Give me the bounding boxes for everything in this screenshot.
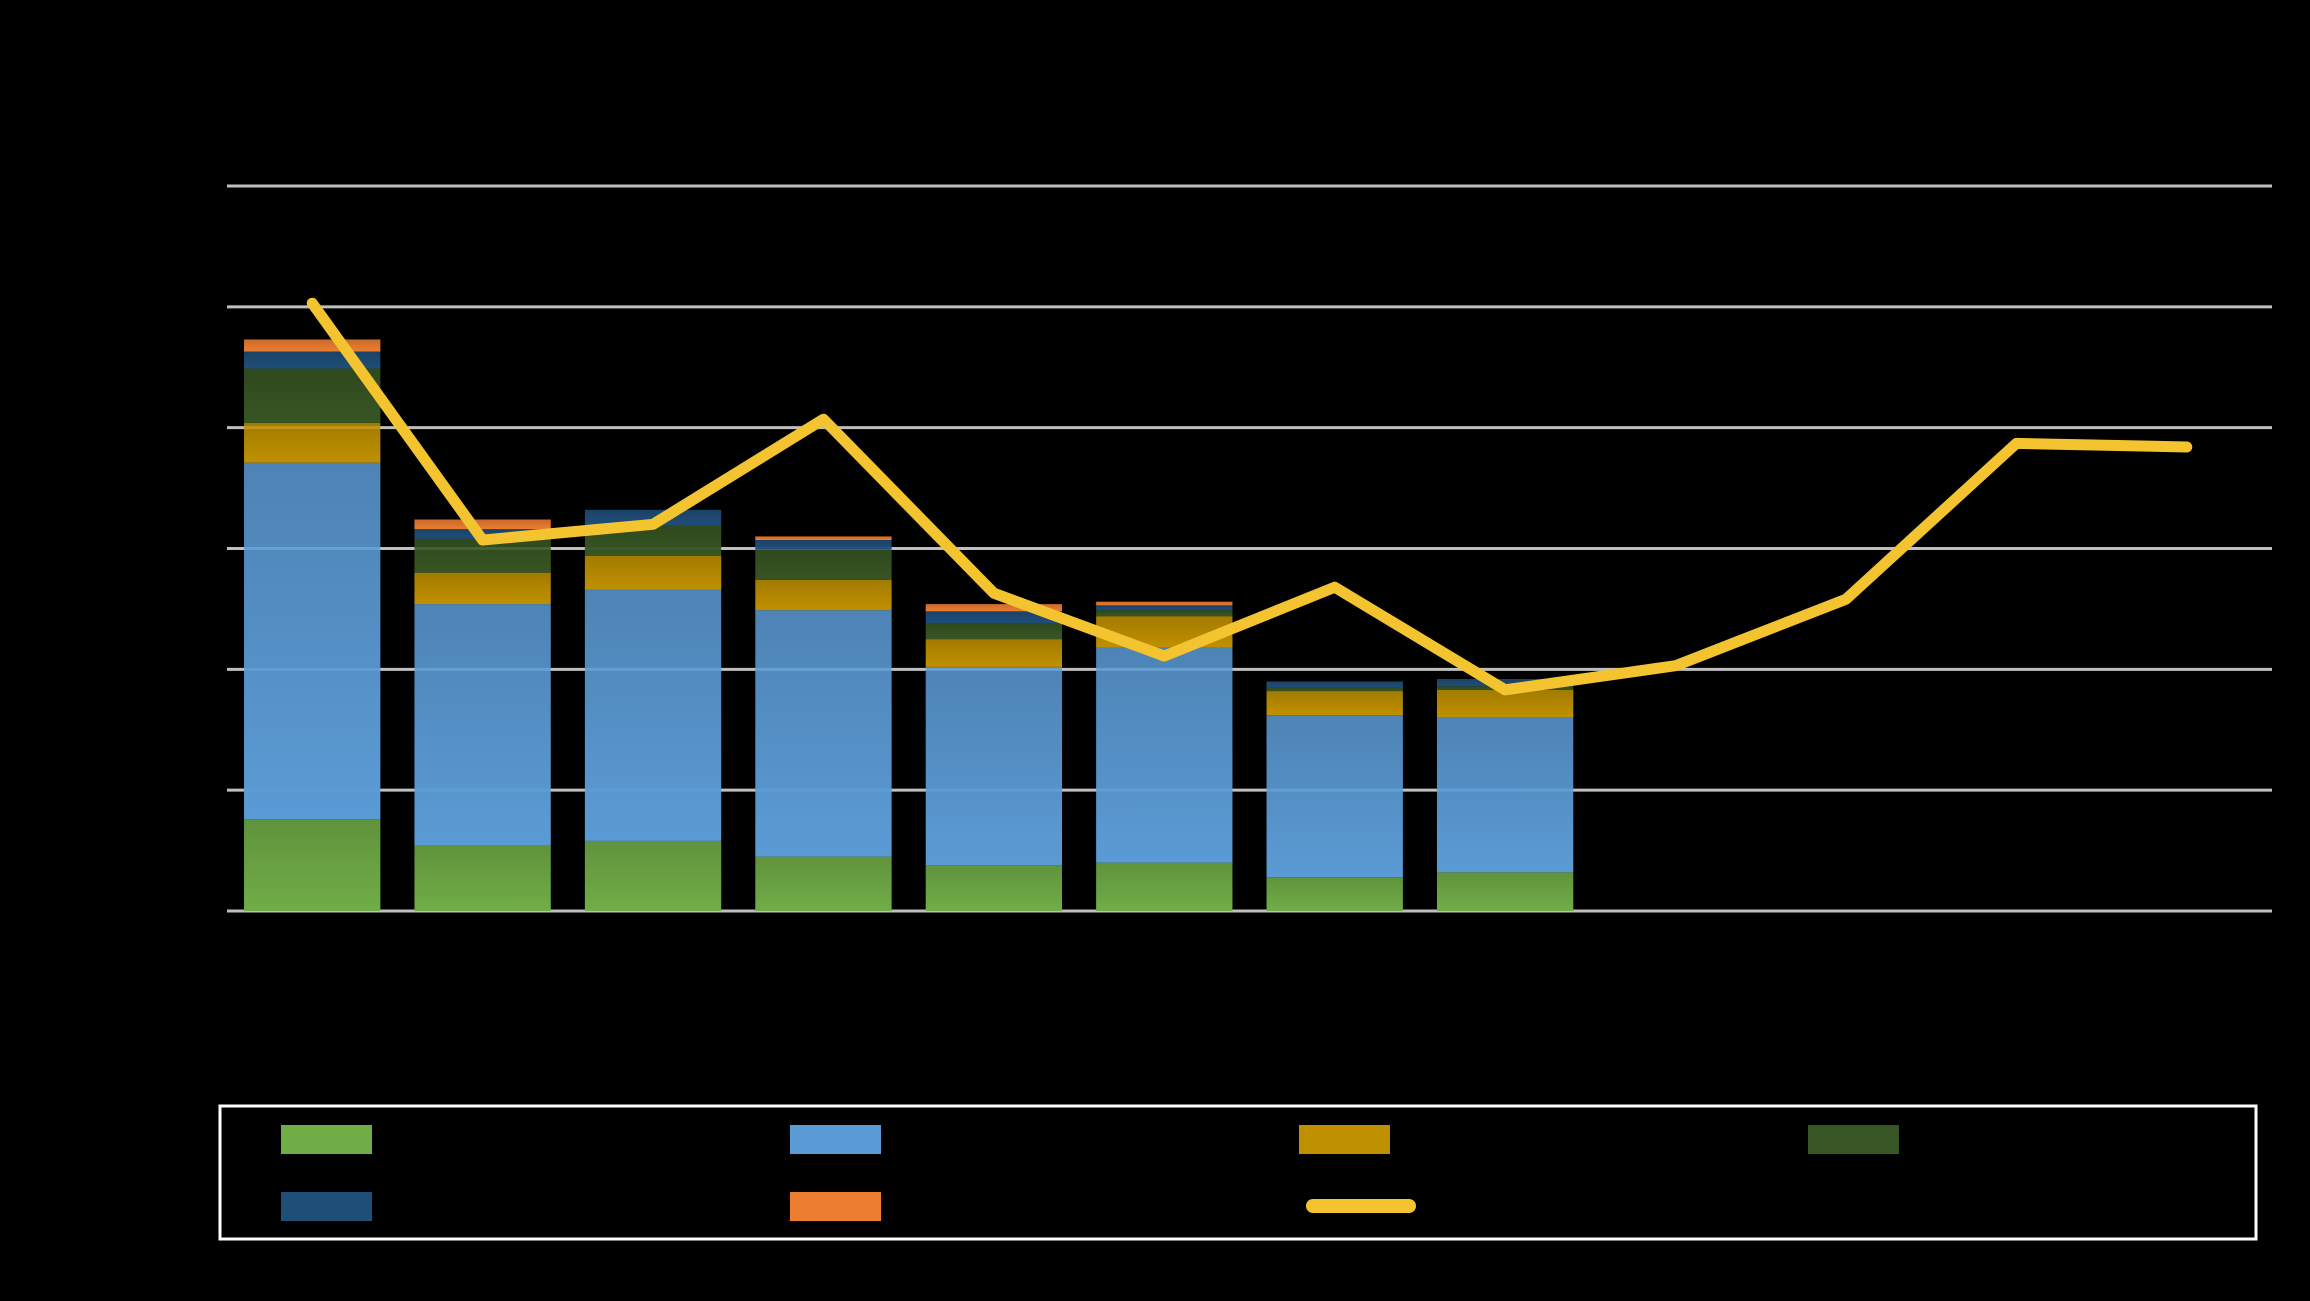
bar-segment xyxy=(584,555,722,590)
bar-segment xyxy=(1096,647,1233,863)
legend-swatch xyxy=(790,1125,881,1154)
bar-segment xyxy=(1096,862,1233,911)
bar-segment xyxy=(755,536,892,541)
bar-segment xyxy=(925,611,1063,624)
bar-segment xyxy=(414,604,551,846)
bar-segment xyxy=(244,422,381,463)
legend-swatch xyxy=(1299,1125,1390,1154)
line-path xyxy=(306,297,2193,696)
bar-segment xyxy=(1096,610,1233,617)
bar-segment xyxy=(414,572,551,605)
bar-segment xyxy=(244,339,381,352)
bar-segment xyxy=(925,666,1063,866)
bar-segment xyxy=(925,604,1063,612)
legend-swatch xyxy=(281,1192,372,1221)
bar-segment xyxy=(1096,605,1233,611)
bar-segment xyxy=(1436,872,1574,911)
bar-segment xyxy=(244,462,381,820)
bar-segment xyxy=(1266,715,1403,878)
bar-segment xyxy=(414,845,551,911)
bar-segment xyxy=(584,589,722,841)
bar-segment xyxy=(755,540,892,550)
legend-box xyxy=(218,1104,2258,1241)
bar-segment xyxy=(244,819,381,911)
bar-segment xyxy=(925,639,1063,667)
gridlines xyxy=(227,184,2272,913)
line-series xyxy=(306,297,2193,696)
bar-segment xyxy=(584,509,722,526)
bar-segment xyxy=(755,610,892,857)
bar-segment xyxy=(1266,681,1403,688)
bar-segment xyxy=(1266,687,1403,692)
bar-segment xyxy=(414,519,551,530)
bar-segment xyxy=(1436,717,1574,873)
bar-segment xyxy=(584,840,722,911)
legend-swatch xyxy=(790,1192,881,1221)
bar-segment xyxy=(1096,601,1233,606)
bar-segment xyxy=(1436,679,1574,687)
legend-swatch xyxy=(1808,1125,1899,1154)
bar-segment xyxy=(1266,691,1403,716)
bar-segment xyxy=(1266,877,1403,911)
bar-segment xyxy=(244,368,381,423)
legend-swatch xyxy=(281,1125,372,1154)
legend xyxy=(218,1104,2258,1241)
bar-segment xyxy=(925,623,1063,640)
bar-segment xyxy=(755,549,892,580)
bar-segment xyxy=(755,579,892,611)
bar-segment xyxy=(925,865,1063,911)
bar-segment xyxy=(755,856,892,911)
